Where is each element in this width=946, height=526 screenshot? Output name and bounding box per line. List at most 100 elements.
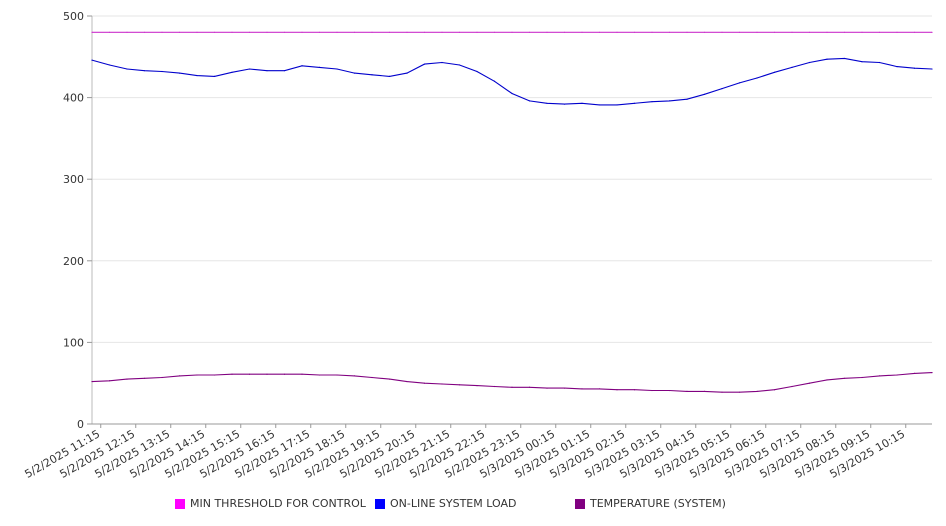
series-2-point-2 — [126, 378, 128, 380]
series-0-point-33 — [668, 31, 671, 33]
series-1-point-4 — [161, 70, 163, 73]
series-1-point-9 — [248, 68, 251, 70]
series-0-point-18 — [406, 31, 408, 33]
series-0-point-17 — [388, 31, 391, 33]
y-tick-label-0: 0 — [77, 418, 84, 431]
series-0-point-45 — [878, 31, 881, 33]
series-1-point-40 — [791, 66, 793, 69]
series-2-point-35 — [703, 390, 706, 392]
series-0-point-0 — [91, 31, 93, 33]
series-2-point-5 — [178, 375, 181, 377]
series-2-point-26 — [546, 387, 548, 389]
legend-label-temperature: TEMPERATURE (SYSTEM) — [590, 497, 726, 510]
series-2-point-36 — [721, 391, 723, 393]
series-2-point-34 — [686, 390, 688, 392]
series-2-point-32 — [651, 389, 653, 392]
series-2-point-27 — [563, 387, 566, 389]
series-2-point-46 — [896, 374, 898, 376]
series-0-point-44 — [861, 31, 863, 33]
series-0-point-31 — [633, 31, 636, 33]
series-1-point-15 — [353, 72, 356, 74]
series-1-point-13 — [318, 66, 321, 69]
series-1-point-37 — [738, 82, 741, 84]
series-1-point-27 — [563, 103, 566, 105]
legend-item-temperature: TEMPERATURE (SYSTEM) — [575, 497, 726, 510]
series-2-point-42 — [826, 379, 828, 381]
series-1-point-29 — [598, 104, 601, 106]
legend-swatch-min-threshold — [175, 498, 185, 509]
series-1-point-6 — [196, 74, 198, 77]
legend-label-min-threshold: MIN THRESHOLD FOR CONTROL — [190, 497, 366, 510]
series-0-point-2 — [126, 31, 128, 33]
legend: MIN THRESHOLD FOR CONTROL ON-LINE SYSTEM… — [0, 497, 946, 517]
series-1-point-12 — [301, 65, 303, 67]
series-0-point-38 — [756, 31, 758, 33]
series-1-point-34 — [686, 98, 688, 100]
series-2-point-48 — [931, 371, 933, 374]
series-0-point-10 — [266, 31, 268, 33]
series-2-point-14 — [336, 374, 338, 376]
series-1-point-8 — [231, 71, 233, 73]
series-0-point-11 — [283, 31, 286, 33]
series-1-point-19 — [423, 63, 426, 65]
axes — [91, 16, 932, 425]
series-0-point-8 — [231, 31, 233, 33]
series-2-point-17 — [388, 378, 391, 380]
series-1-point-25 — [528, 100, 531, 102]
series-0-point-39 — [773, 31, 776, 33]
series-0-point-36 — [721, 31, 723, 33]
series-1-point-7 — [213, 75, 216, 77]
series-2-point-28 — [581, 388, 583, 390]
series-2-point-23 — [493, 385, 496, 388]
series-0-point-30 — [616, 31, 618, 33]
series-0-point-24 — [511, 31, 513, 33]
series-0-point-35 — [703, 31, 706, 33]
series-1-point-31 — [633, 102, 636, 104]
series-0-point-48 — [931, 31, 933, 33]
legend-label-system-load: ON-LINE SYSTEM LOAD — [390, 497, 517, 510]
series-0-point-26 — [546, 31, 548, 33]
series-0-point-46 — [896, 31, 898, 33]
series-1-point-38 — [756, 77, 758, 79]
series-1-point-28 — [581, 102, 583, 104]
series-1-point-26 — [546, 102, 548, 104]
legend-item-min-threshold: MIN THRESHOLD FOR CONTROL — [175, 497, 366, 510]
series-2-point-41 — [808, 382, 811, 384]
x-axis-ticks: 5/2/2025 11:155/2/2025 12:155/2/2025 13:… — [22, 424, 907, 481]
legend-item-system-load: ON-LINE SYSTEM LOAD — [375, 497, 516, 510]
y-axis-ticks: 0 100 200 300 400 500 — [63, 10, 92, 431]
series-2-point-24 — [511, 386, 513, 388]
y-tick-label-100: 100 — [63, 336, 84, 349]
series-0-point-32 — [651, 31, 653, 33]
series-2-point-37 — [738, 391, 741, 393]
series-1-point-0 — [91, 59, 93, 61]
series-1-point-20 — [441, 61, 443, 64]
series-2-point-4 — [161, 376, 163, 379]
series-0-point-40 — [791, 31, 793, 33]
series-2-point-12 — [301, 373, 303, 375]
series-1-point-39 — [773, 71, 776, 73]
series-2-point-30 — [616, 389, 618, 391]
series-2-point-47 — [913, 372, 916, 375]
series-2-point-29 — [598, 388, 601, 390]
series-1-point-2 — [126, 68, 128, 70]
series-2-point-45 — [878, 375, 881, 377]
series-2-point-16 — [371, 376, 373, 379]
series-1-point-17 — [388, 75, 391, 77]
gridlines — [92, 15, 932, 343]
series-1-point-48 — [931, 68, 933, 70]
series-1-point-44 — [861, 61, 863, 63]
y-tick-label-200: 200 — [63, 255, 84, 268]
series-2-point-8 — [231, 373, 233, 375]
series-1-point-41 — [808, 61, 811, 64]
series-1-point-24 — [511, 92, 513, 95]
series-0-point-28 — [581, 31, 583, 33]
series-2-point-3 — [143, 377, 146, 379]
series-1-point-43 — [843, 57, 846, 60]
series-2-point-7 — [213, 374, 216, 376]
series-2-point-22 — [476, 385, 478, 387]
series-1-point-33 — [668, 100, 671, 102]
series-1-point-45 — [878, 61, 881, 64]
series-2-point-20 — [441, 383, 443, 385]
series-1-point-32 — [651, 101, 653, 103]
